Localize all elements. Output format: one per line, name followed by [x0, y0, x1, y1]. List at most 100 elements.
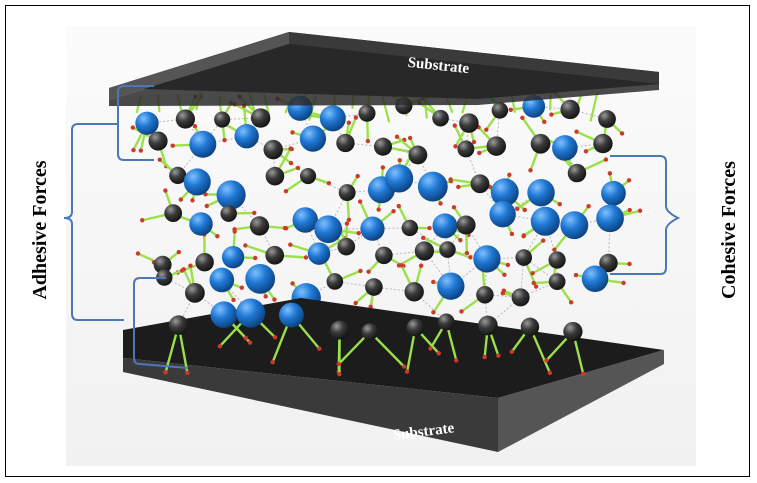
hydrogen-atom: [621, 280, 626, 286]
hydrogen-atom: [290, 281, 295, 286]
top-substrate-label: Substrate: [407, 55, 470, 77]
oxygen-atom: [599, 253, 618, 273]
oxygen-atom: [548, 273, 566, 290]
oxygen-atom: [560, 99, 580, 120]
hydrogen-atom: [522, 207, 527, 213]
hydrogen-atom: [421, 235, 426, 241]
hydrogen-atom: [404, 369, 410, 374]
hydrogen-atom: [163, 370, 168, 375]
hydrogen-atom: [568, 300, 574, 305]
hydrogen-atom: [355, 173, 360, 179]
water-molecule-atom: [437, 272, 465, 300]
oxygen-atom: [459, 113, 479, 133]
hydrogen-atom: [508, 107, 513, 113]
oxygen-atom: [520, 317, 540, 337]
hydrogen-atom: [243, 243, 248, 248]
oxygen-atom: [548, 251, 566, 269]
water-molecule-atom: [596, 204, 624, 233]
hydrogen-atom: [346, 217, 352, 223]
water-molecule-atom: [221, 246, 245, 269]
hydrogen-atom: [438, 201, 443, 206]
oxygen-atom: [515, 249, 533, 266]
water-molecule-atom: [360, 216, 385, 241]
hydrogen-atom: [458, 238, 463, 243]
water-molecule-atom: [527, 178, 555, 207]
water-molecule-atom: [245, 263, 276, 294]
hydrogen-atom: [376, 207, 381, 212]
hydrogen-atom: [336, 361, 341, 367]
oxygen-atom: [168, 315, 189, 336]
hydrogen-atom: [456, 184, 461, 190]
hydrogen-atom: [509, 231, 515, 237]
hydrogen-atom: [288, 160, 294, 166]
water-molecule-atom: [183, 168, 211, 196]
hydrogen-atom: [528, 168, 533, 173]
hydrogen-atom: [288, 146, 293, 151]
hydrogen-atom: [627, 261, 632, 267]
hydrogen-atom: [530, 271, 535, 276]
oxygen-atom: [432, 109, 449, 127]
oxygen-atom: [404, 282, 424, 302]
hydrogen-atom: [448, 177, 453, 182]
oxygen-atom: [478, 315, 498, 336]
water-molecule-atom: [299, 125, 327, 152]
water-molecule-atom: [209, 267, 235, 293]
oxygen-atom: [486, 136, 507, 156]
hydrogen-atom: [239, 285, 244, 290]
hydrogen-atom: [272, 335, 278, 340]
hydrogen-atom: [552, 247, 557, 252]
water-molecule-atom: [552, 135, 578, 161]
hydrogen-atom: [353, 300, 358, 306]
hydrogen-atom: [288, 242, 293, 247]
oxygen-atom: [249, 216, 270, 236]
hydrogen-atom: [130, 125, 136, 130]
hydrogen-atom: [176, 249, 182, 255]
h-bond: [327, 192, 348, 230]
oxygen-atom: [164, 204, 183, 223]
oxygen-atom: [456, 215, 476, 235]
oxygen-atom: [214, 111, 231, 128]
adhesive-forces-label: Adhesive Forces: [29, 160, 51, 299]
surface-bond: [589, 92, 599, 122]
hydrogen-atom: [502, 272, 507, 277]
hydrogen-atom: [337, 372, 342, 377]
hydrogen-atom: [468, 255, 473, 260]
hydrogen-atom: [380, 165, 386, 170]
hydrogen-atom: [232, 229, 237, 234]
hydrogen-atom: [185, 370, 190, 375]
oxygen-atom: [401, 219, 418, 237]
oxygen-atom: [265, 166, 285, 186]
hydrogen-atom: [401, 364, 407, 369]
hydrogen-atom: [507, 172, 512, 178]
oxygen-atom: [338, 184, 356, 202]
hydrogen-atom: [626, 178, 632, 183]
lower-atoms: [168, 298, 583, 342]
hydrogen-atom: [170, 143, 175, 148]
hydrogen-atom: [431, 279, 436, 285]
hydrogen-atom: [365, 138, 371, 144]
oxygen-atom: [476, 286, 494, 304]
hydrogen-atom: [295, 165, 301, 171]
hydrogen-atom: [252, 210, 257, 216]
hydrogen-atom: [451, 205, 457, 210]
oxygen-atom: [153, 255, 172, 274]
water-molecule-atom: [601, 180, 626, 206]
oxygen-atom: [250, 108, 271, 128]
oxygen-atom: [185, 283, 205, 303]
cohesive-brace: [610, 155, 681, 275]
oxygen-atom: [220, 205, 237, 222]
water-molecule-atom: [279, 302, 304, 328]
oxygen-atom: [406, 318, 425, 337]
hydrogen-atom: [272, 297, 277, 302]
hydrogen-atom: [396, 203, 401, 209]
hydrogen-atom: [357, 199, 363, 204]
hydrogen-atom: [547, 370, 553, 375]
h-bond: [487, 296, 521, 326]
water-molecule-atom: [292, 207, 318, 233]
hydrogen-atom: [253, 255, 258, 261]
hydrogen-atom: [215, 233, 220, 239]
hydrogen-atom: [391, 208, 396, 214]
cohesive-forces-label: Cohesive Forces: [718, 161, 740, 299]
hydrogen-atom: [407, 135, 413, 141]
hydrogen-atom: [431, 310, 436, 315]
